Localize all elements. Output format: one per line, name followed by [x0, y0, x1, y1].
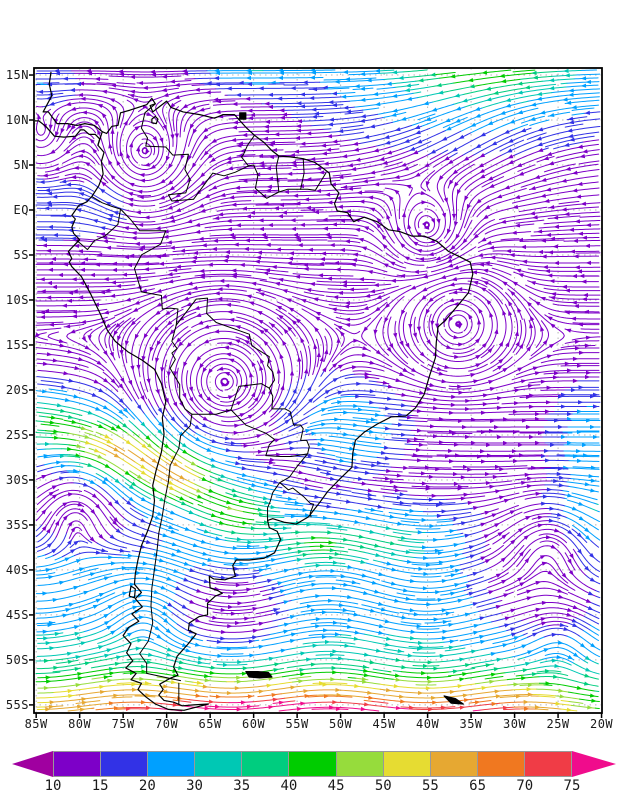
- lat-tick-label-5N: 5N: [13, 158, 29, 172]
- lat-tick-label-15N: 15N: [5, 68, 29, 83]
- lon-tick-label-85W: 85W: [24, 717, 48, 731]
- lon-tick-label-30W: 30W: [502, 717, 527, 731]
- lat-tick-label-5S: 5S: [13, 247, 29, 262]
- lat-tick-label-50S: 50S: [5, 652, 29, 667]
- colorbar-segments: [53, 751, 572, 777]
- lon-tick-label-65W: 65W: [198, 717, 222, 731]
- lon-tick-label-75W: 75W: [111, 717, 135, 731]
- colorbar-tick-label-15: 15: [91, 778, 109, 794]
- lon-tick-label-60W: 60W: [242, 717, 266, 731]
- colorbar-tick-label-55: 55: [422, 778, 439, 794]
- colorbar-tick-label-50: 50: [374, 778, 392, 794]
- colorbar-tick-label-40: 40: [280, 778, 298, 794]
- lat-tick-label-45S: 45S: [5, 607, 29, 622]
- colorbar-segment-8: [382, 752, 430, 776]
- colorbar-segment-1: [54, 752, 101, 776]
- colorbar-tick-label-75: 75: [563, 778, 581, 794]
- colorbar-tick-label-45: 45: [327, 778, 345, 794]
- colorbar-segment-9: [429, 752, 477, 776]
- lat-tick-label-20S: 20S: [5, 382, 29, 397]
- colorbar-tick-label-30: 30: [186, 778, 203, 794]
- colorbar-segment-7: [335, 752, 383, 776]
- lon-tick-label-25W: 25W: [546, 717, 570, 731]
- lat-tick-label-25S: 25S: [5, 427, 29, 442]
- colorbar-left-arrow-icon: [12, 751, 53, 777]
- colorbar-right-arrow-icon: [572, 751, 616, 777]
- colorbar-tick-label-65: 65: [469, 778, 487, 794]
- lon-tick-label-45W: 45W: [372, 717, 396, 731]
- colorbar-segment-10: [476, 752, 524, 776]
- colorbar-segment-4: [194, 752, 242, 776]
- colorbar-tick-label-10: 10: [44, 778, 62, 794]
- lon-tick-label-20W: 20W: [589, 717, 614, 731]
- lat-tick-label-10N: 10N: [5, 113, 29, 127]
- lon-tick-label-80W: 80W: [68, 717, 92, 731]
- lon-tick-label-55W: 55W: [285, 717, 309, 731]
- lat-tick-label-30S: 30S: [5, 472, 29, 487]
- colorbar-segment-6: [288, 752, 336, 776]
- lon-tick-label-40W: 40W: [416, 717, 440, 731]
- lon-tick-label-50W: 50W: [329, 717, 353, 731]
- colorbar-segment-11: [523, 752, 572, 776]
- colorbar-segment-2: [100, 752, 148, 776]
- lat-tick-label-40S: 40S: [5, 562, 29, 577]
- colorbar-tick-label-70: 70: [516, 778, 534, 794]
- colorbar-tick-label-20: 20: [138, 778, 156, 794]
- lat-tick-label-15S: 15S: [5, 337, 29, 352]
- lat-tick-label-10S: 10S: [5, 292, 29, 307]
- lat-tick-label-EQ: EQ: [13, 202, 29, 217]
- colorbar-tick-label-35: 35: [233, 778, 251, 794]
- lat-tick-label-35S: 35S: [5, 517, 29, 532]
- colorbar-segment-3: [147, 752, 195, 776]
- lat-tick-label-55S: 55S: [5, 697, 29, 712]
- colorbar-segment-5: [241, 752, 289, 776]
- lon-tick-label-35W: 35W: [459, 717, 483, 731]
- lon-tick-label-70W: 70W: [155, 717, 179, 731]
